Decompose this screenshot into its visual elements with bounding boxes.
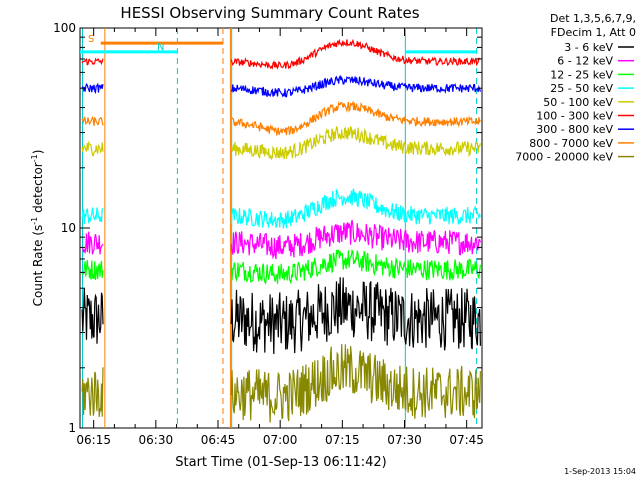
series-25to50kev-segment-1 [81,207,104,225]
series-800to7000kev-segment-1 [81,115,104,126]
x-tick-label-1: 06:30 [139,433,174,447]
x-tick-label-5: 07:30 [387,433,422,447]
series-25to50kev-segment-2 [230,188,481,229]
series-800to7000kev-segment-2 [230,100,481,136]
legend-label-7000to20000kev: 7000 - 20000 keV [515,151,613,164]
chart-title: HESSI Observing Summary Count Rates [120,4,419,22]
y-tick-label-1: 10 [61,221,76,235]
legend-header-line-1: Det 1,3,5,6,7,9, [550,12,636,25]
legend-label-50to100kev: 50 - 100 keV [543,96,613,109]
x-tick-label-3: 07:00 [263,433,298,447]
series-300to800kev-segment-2 [230,74,481,98]
series-50to100kev-segment-1 [81,140,104,157]
y-axis-label-sup2: -1 [30,154,39,162]
series-3to6kev-segment-1 [81,287,104,344]
series-6to12kev-segment-2 [230,219,481,260]
legend-label-800to7000kev: 800 - 7000 keV [529,137,613,150]
series-12to25kev-segment-2 [230,249,481,285]
series-100to300kev-segment-2 [230,38,481,70]
y-axis-label: Count Rate (s-1 detector-1) [30,150,45,307]
legend-label-12to25kev: 12 - 25 keV [550,68,613,81]
series-7000to20000kev-segment-2 [230,344,481,423]
y-axis-label-main: Count Rate (s [31,225,45,307]
series-7000to20000kev-segment-1 [81,367,104,418]
saa-marker-label: S [88,34,94,45]
legend-label-300to800kev: 300 - 800 keV [536,123,613,136]
x-tick-label-2: 06:45 [201,433,236,447]
footer-timestamp: 1-Sep-2013 15:04 [564,467,636,476]
y-tick-label-0: 1 [68,421,76,435]
x-tick-label-6: 07:45 [449,433,484,447]
axes-layer: 06:15 06:30 06:45 07:00 07:15 07:30 07:45 1 10 10… [53,21,484,447]
series-layer [81,38,481,423]
legend-label-25to50kev: 25 - 50 keV [550,82,613,95]
y-axis-label-sup: -1 [30,217,39,225]
y-axis-label-end: ) [31,150,45,155]
legend-label-6to12kev: 6 - 12 keV [557,55,613,68]
y-axis-label-mid: detector [31,162,45,217]
series-300to800kev-segment-1 [81,82,104,95]
night-marker-label: N [157,42,164,53]
x-axis-label: Start Time (01-Sep-13 06:11:42) [175,455,386,470]
series-50to100kev-segment-2 [230,126,481,161]
x-tick-label-4: 07:15 [325,433,360,447]
legend: Det 1,3,5,6,7,9, FDecim 1, Att 0 3 - 6 k… [515,12,636,164]
legend-label-3to6kev: 3 - 6 keV [564,41,613,54]
y-tick-label-2: 100 [53,21,76,35]
series-3to6kev-segment-2 [230,277,481,355]
x-tick-label-0: 06:15 [76,433,111,447]
series-12to25kev-segment-1 [81,260,104,281]
legend-label-100to300kev: 100 - 300 keV [536,110,613,123]
series-100to300kev-segment-1 [81,57,104,66]
legend-header-line-2: FDecim 1, Att 0 [551,26,636,39]
series-6to12kev-segment-1 [81,231,104,255]
